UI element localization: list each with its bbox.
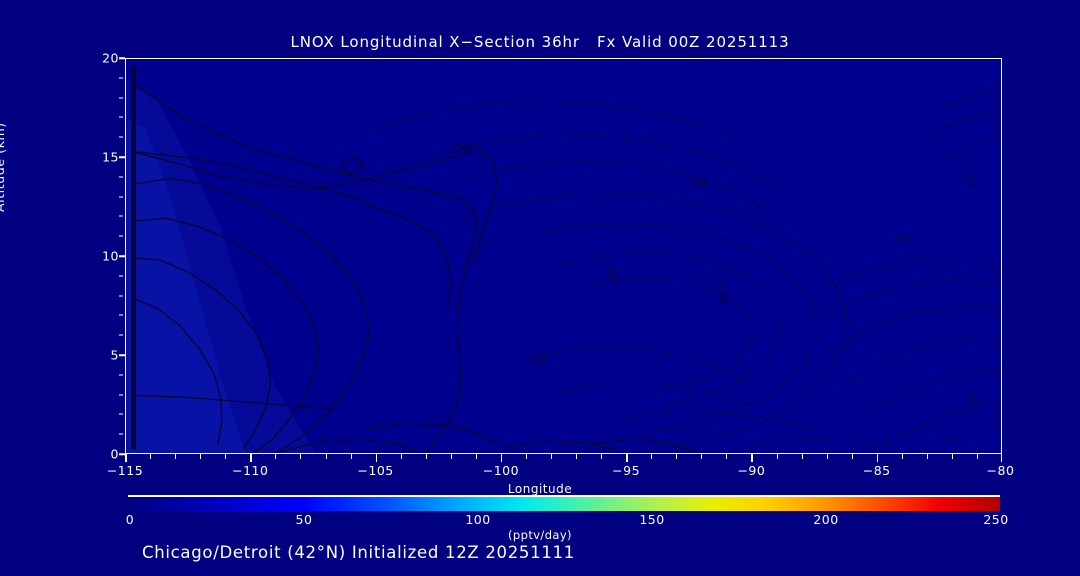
colorbar-units-label: (pptv/day) <box>508 528 572 542</box>
x-axis-ticks: −115 −110 −105 −100 −95 −90 −85 −80 <box>107 454 1014 484</box>
svg-text:−20: −20 <box>602 256 619 281</box>
figure-caption: Chicago/Detroit (42°N) Initialized 12Z 2… <box>142 543 575 562</box>
svg-text:−10: −10 <box>961 384 981 410</box>
colorbar-tick-label: 0 <box>125 512 135 527</box>
svg-text:−10: −10 <box>525 353 548 366</box>
contour-field: −10 −20 −30 −20 −20 −10 −10 −10 <box>126 59 1001 453</box>
x-tick-label: −105 <box>357 463 394 478</box>
colorbar-ticks: 0 50 100 150 200 250 <box>125 512 1008 530</box>
figure-title: LNOX Longitudinal X−Section 36hr Fx Vali… <box>290 33 790 51</box>
y-tick-label: 0 <box>110 446 119 462</box>
colorbar-tick-label: 150 <box>639 512 665 527</box>
x-tick-label: −115 <box>106 463 144 478</box>
x-tick-label: −110 <box>232 463 269 478</box>
colorbar-tick-label: 200 <box>813 512 839 527</box>
colorbar-gradient <box>128 495 1000 511</box>
colorbar-tick-label: 50 <box>295 512 313 527</box>
y-tick-label: 15 <box>102 149 119 165</box>
y-axis-ticks: 20 15 10 5 0 <box>86 51 119 462</box>
x-tick-label: −90 <box>737 463 766 478</box>
colorbar-tick-label: 100 <box>465 512 491 527</box>
svg-text:−10: −10 <box>959 163 979 189</box>
y-tick-label: 10 <box>102 248 119 264</box>
svg-text:−10: −10 <box>445 142 468 155</box>
svg-text:−20: −20 <box>714 280 731 305</box>
svg-text:−30: −30 <box>886 231 909 244</box>
x-axis-label: Longitude <box>507 482 573 496</box>
colorbar-tick-label: 250 <box>983 512 1009 527</box>
x-tick-label: −80 <box>986 463 1015 478</box>
x-tick-label: −85 <box>862 463 891 478</box>
x-tick-label: −100 <box>482 463 520 478</box>
colorbar[interactable] <box>128 495 1000 511</box>
x-tick-label: −95 <box>612 463 641 478</box>
y-axis-label: Altitude (km) <box>0 122 7 212</box>
y-tick-label: 20 <box>102 50 119 66</box>
y-tick-label: 5 <box>110 347 119 363</box>
svg-text:−20: −20 <box>685 176 708 189</box>
cross-section-plot[interactable]: −10 −20 −30 −20 −20 −10 −10 −10 <box>125 58 1002 454</box>
